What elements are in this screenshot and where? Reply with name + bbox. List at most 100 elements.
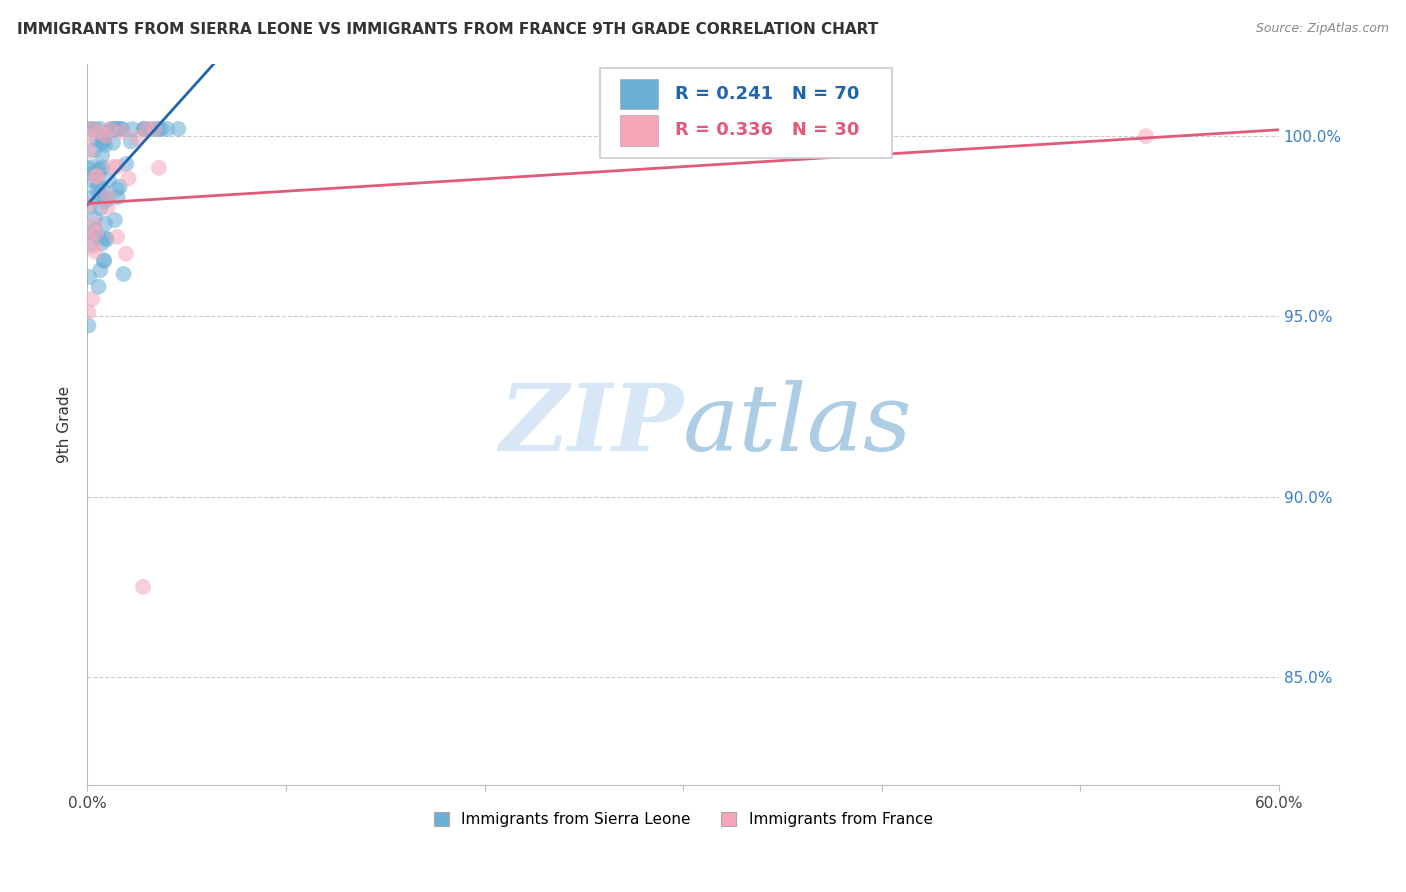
Point <box>77 191 100 205</box>
Point <box>80 237 103 252</box>
Point <box>125 131 148 145</box>
Bar <box>620 115 658 145</box>
Point <box>89 122 111 136</box>
Point <box>104 122 127 136</box>
Point <box>79 199 101 213</box>
Point <box>91 161 114 175</box>
Point <box>90 133 112 147</box>
Point <box>77 122 100 136</box>
Point <box>87 279 110 293</box>
Point <box>103 122 125 136</box>
Point <box>79 226 101 240</box>
Point <box>82 239 104 253</box>
Point <box>96 232 118 246</box>
Legend: Immigrants from Sierra Leone, Immigrants from France: Immigrants from Sierra Leone, Immigrants… <box>426 805 941 835</box>
Point <box>121 122 143 136</box>
Point <box>82 122 104 136</box>
Point <box>134 122 156 136</box>
Point <box>111 125 134 139</box>
Text: Source: ZipAtlas.com: Source: ZipAtlas.com <box>1256 22 1389 36</box>
Point <box>101 136 124 150</box>
Point <box>90 187 112 202</box>
Point <box>141 122 163 136</box>
Point <box>90 201 112 215</box>
Point <box>97 189 120 203</box>
Point <box>148 161 170 175</box>
Point <box>115 247 138 261</box>
Point <box>83 143 105 157</box>
Point <box>105 160 128 174</box>
Point <box>93 254 115 268</box>
Point <box>77 318 100 333</box>
Point <box>98 122 121 136</box>
Point <box>135 122 157 136</box>
Point <box>82 292 104 306</box>
Point <box>82 160 104 174</box>
Point <box>83 167 105 181</box>
Point <box>108 179 131 194</box>
Point <box>97 193 120 207</box>
Point <box>94 231 117 245</box>
Point <box>86 169 108 184</box>
Text: atlas: atlas <box>683 380 912 469</box>
FancyBboxPatch shape <box>600 68 891 158</box>
Point <box>145 122 167 136</box>
Point <box>132 580 155 594</box>
Point <box>94 217 117 231</box>
Point <box>117 171 139 186</box>
Text: IMMIGRANTS FROM SIERRA LEONE VS IMMIGRANTS FROM FRANCE 9TH GRADE CORRELATION CHA: IMMIGRANTS FROM SIERRA LEONE VS IMMIGRAN… <box>17 22 879 37</box>
Point <box>148 122 170 136</box>
Point <box>94 138 117 153</box>
Point <box>120 135 142 149</box>
Point <box>84 181 107 195</box>
Point <box>77 198 100 212</box>
Point <box>89 263 111 277</box>
Point <box>100 122 122 136</box>
Point <box>84 169 107 183</box>
Point <box>91 148 114 162</box>
Point <box>112 267 135 281</box>
Point <box>98 125 121 139</box>
Point <box>82 173 104 187</box>
Point <box>132 122 155 136</box>
Point <box>87 186 110 201</box>
Y-axis label: 9th Grade: 9th Grade <box>58 386 72 463</box>
Point <box>84 211 107 226</box>
Point <box>94 194 117 208</box>
Point <box>115 157 138 171</box>
Point <box>97 173 120 187</box>
Point <box>77 305 100 319</box>
Point <box>86 133 108 147</box>
Point <box>143 122 166 136</box>
Point <box>93 253 115 268</box>
Point <box>84 226 107 240</box>
Point <box>104 213 127 227</box>
Point <box>107 190 129 204</box>
Point <box>101 160 124 174</box>
Point <box>87 230 110 244</box>
Point <box>150 122 173 136</box>
Point <box>105 230 128 244</box>
Point <box>77 161 100 176</box>
Point <box>90 162 112 177</box>
Point <box>84 222 107 236</box>
Point <box>96 201 118 215</box>
Point <box>91 183 114 197</box>
Text: R = 0.336   N = 30: R = 0.336 N = 30 <box>675 121 859 139</box>
Point <box>84 122 107 136</box>
Point <box>1135 129 1157 144</box>
Point <box>87 178 110 193</box>
Point <box>134 122 156 136</box>
Point <box>94 128 117 143</box>
Point <box>90 236 112 251</box>
Text: ZIP: ZIP <box>499 380 683 469</box>
Point <box>82 122 104 136</box>
Point <box>77 145 100 159</box>
Point <box>83 218 105 232</box>
Point <box>77 228 100 243</box>
Point <box>77 269 100 284</box>
Point <box>87 162 110 177</box>
Point <box>84 244 107 259</box>
Point <box>111 122 134 136</box>
Point <box>93 133 115 147</box>
